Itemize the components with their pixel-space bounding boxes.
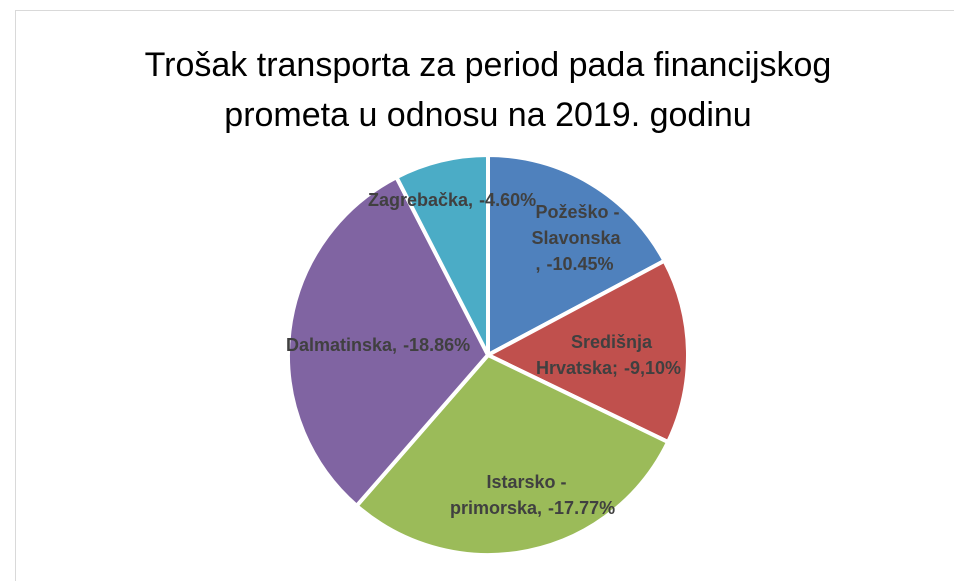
pie-slice [393, 152, 490, 356]
category-label: Dalmatinska, [286, 335, 398, 355]
data-label: Požeško - Slavonska , -10.45% [501, 199, 651, 277]
value-label: -4.60% [479, 190, 537, 210]
value-label: -9,10% [624, 358, 682, 378]
data-label: Zagrebačka, -4.60% [365, 187, 536, 213]
category-label: Središnja Hrvatska; [535, 332, 653, 378]
pie-slice [353, 352, 671, 557]
value-label: -17.77% [548, 498, 616, 518]
value-label: -18.86% [403, 335, 471, 355]
category-label: Požeško - Slavonska , [531, 202, 621, 274]
category-label: Zagrebačka, [368, 190, 474, 210]
pie-slice [486, 152, 668, 359]
pie-slice [483, 258, 690, 445]
data-label: Istarsko - primorska, -17.77% [450, 469, 615, 521]
chart-frame [15, 10, 954, 581]
data-label: Središnja Hrvatska; -9,10% [525, 329, 695, 381]
chart-title: Trošak transporta za period pada financi… [144, 46, 832, 134]
category-label: Istarsko - primorska, [450, 472, 567, 518]
value-label: -10.45% [546, 254, 614, 274]
data-label: Dalmatinska, -18.86% [283, 332, 470, 358]
